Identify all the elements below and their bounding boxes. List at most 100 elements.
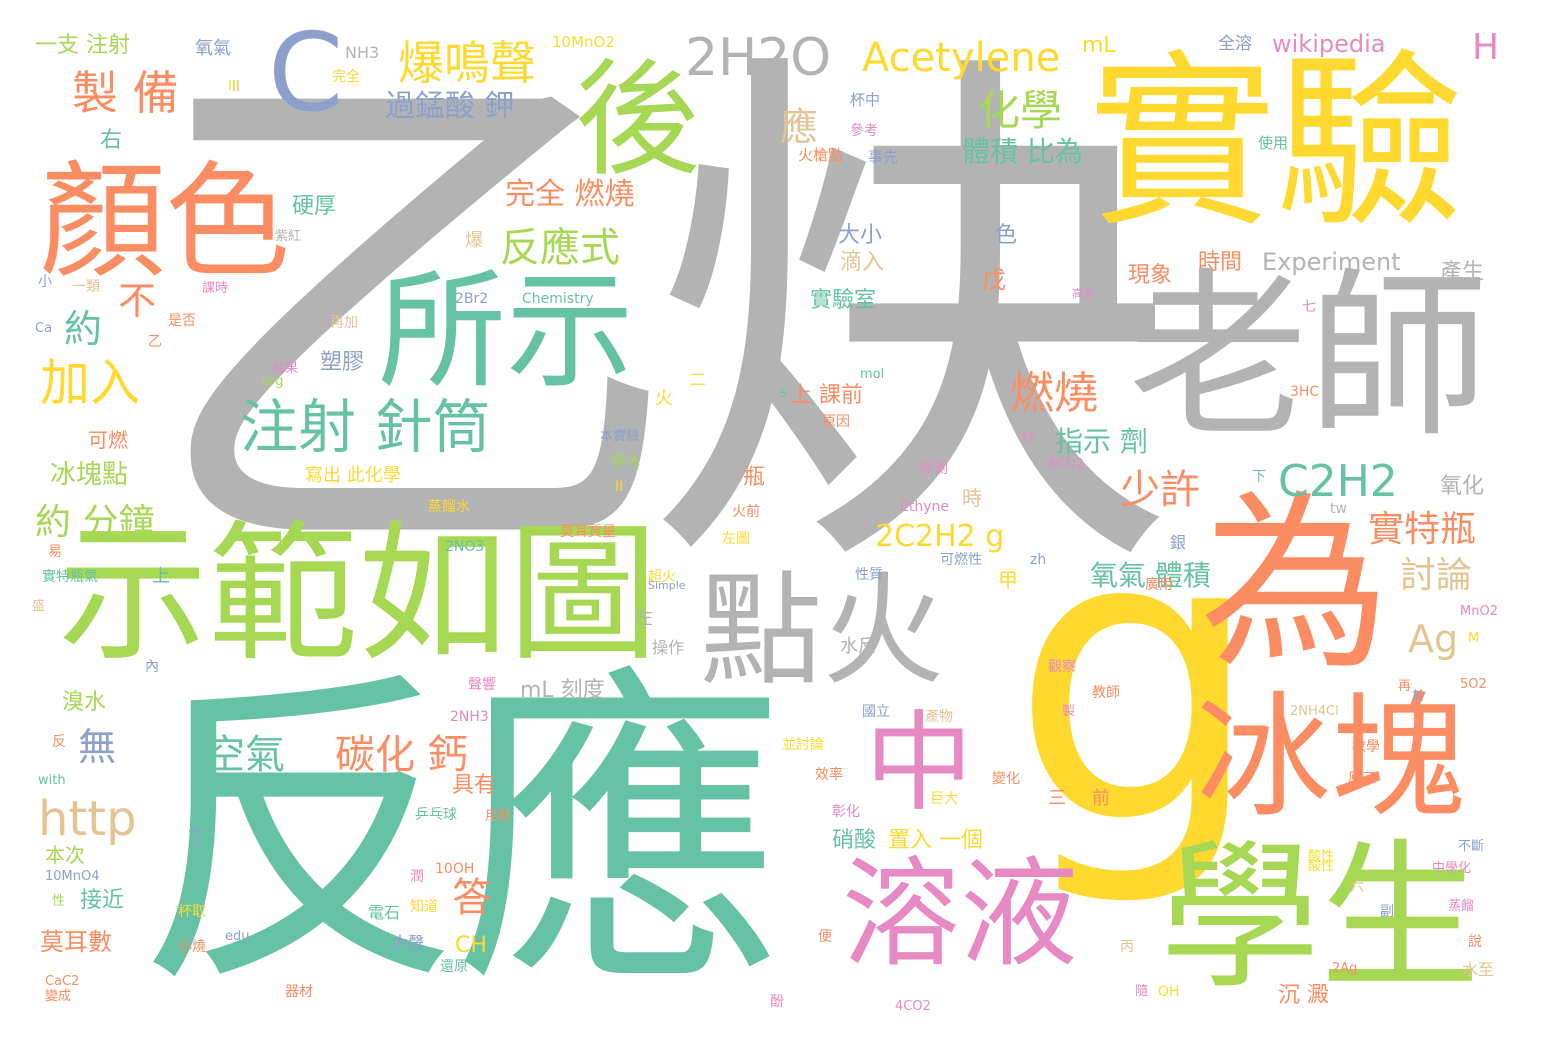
word-small: 操作 — [652, 638, 685, 657]
word-small: 器材 — [285, 984, 313, 1000]
word-taolun: 討論 — [1400, 555, 1473, 596]
word-small: 溴水 — [62, 690, 107, 715]
word-small: 原因 — [822, 414, 850, 430]
word-small: 彰化 — [832, 804, 860, 820]
word-small: 六 — [1350, 879, 1364, 895]
word-small: 知道 — [410, 899, 438, 915]
word-shiyan: 實驗 — [1088, 34, 1464, 253]
word-ranshao: 燃燒 — [1010, 368, 1098, 419]
word-small: 參考 — [850, 123, 878, 139]
word-small: 酸性 — [1308, 859, 1335, 874]
word-yue: 約 — [64, 307, 103, 351]
word-bingkuaidian: 冰塊點 — [50, 460, 129, 490]
word-small: 產物 — [925, 709, 953, 725]
word-small: 瓶 — [743, 465, 766, 490]
word-small: 好 — [1022, 431, 1036, 446]
word-ag: Ag — [1408, 617, 1459, 661]
word-yangqitiji: 氧氣 體積 — [1090, 559, 1211, 592]
word-small: Chemistry — [522, 291, 594, 307]
word-zhusheqzhentong: 注射 針筒 — [240, 393, 491, 461]
word-small: with — [38, 773, 66, 788]
word-small: 2Ag — [1332, 961, 1358, 976]
word-small: 滴入 — [840, 250, 885, 275]
word-small: 隨 — [1135, 984, 1149, 999]
word-small: 效率 — [815, 767, 843, 783]
word-small: 上 課前 — [790, 383, 863, 408]
word-small: 一支 注射 — [35, 33, 130, 58]
word-small: 爆 — [465, 230, 483, 251]
word-guomengsuanjia: 過錳酸 鉀 — [385, 89, 515, 124]
word-small: 小 — [38, 274, 52, 290]
word-small: 小燒 — [178, 939, 206, 955]
word-small: 高為 — [1072, 287, 1094, 300]
word-small: 現象 — [1128, 263, 1173, 288]
word-small: 具有 — [452, 773, 497, 798]
word-small: mol — [860, 367, 885, 382]
word-small: 接近 — [80, 888, 125, 913]
word-small: 硬厚 — [292, 194, 337, 219]
word-small: 還原 — [440, 959, 468, 975]
word-baomingsheng: 爆鳴聲 — [398, 36, 536, 90]
word-small: 3HC — [1290, 384, 1320, 400]
word-fanyingshi: 反應式 — [500, 225, 620, 271]
word-small: III — [228, 79, 240, 94]
word-yanse: 顏色 — [40, 150, 290, 295]
word-small: 氧化 — [1440, 474, 1485, 499]
word-experiment: Experiment — [1262, 248, 1401, 276]
word-small: 火前 — [732, 504, 760, 520]
word-zhishiji: 指示 劑 — [1055, 425, 1148, 458]
word-shifanrutu: 示範如圖 — [58, 508, 659, 682]
word-wanquanranshao: 完全 燃燒 — [505, 177, 635, 212]
word-small: 5O2 — [1460, 677, 1487, 692]
word-small: 課時 — [202, 281, 229, 296]
word-small: 原子 — [1348, 771, 1376, 787]
word-small: 寫出 此化學 — [305, 465, 401, 486]
word-small: 10OH — [435, 861, 475, 877]
word-small: 事先 — [868, 148, 899, 166]
word-jiaru: 加入 — [40, 354, 140, 412]
word-fanying: 反應 — [135, 643, 785, 1027]
word-small: 本次 — [45, 843, 85, 867]
word-small: 三 — [1048, 788, 1066, 809]
word-small: 完全 — [332, 69, 360, 85]
word-hou: 後 — [575, 48, 700, 193]
word-da: 答 — [452, 875, 492, 921]
word-small: 左圖 — [722, 531, 750, 547]
word-wei: 為 — [1200, 474, 1391, 695]
word-http: http — [38, 791, 137, 847]
word-small: 前 — [1092, 788, 1110, 809]
word-small: 丁 — [188, 828, 206, 849]
word-small: 變成 — [45, 989, 72, 1004]
word-small: 2NO3 — [445, 539, 485, 555]
word-small: edu — [225, 929, 250, 944]
word-small: 廣用 — [1145, 577, 1173, 593]
word-small: 結果 — [272, 361, 299, 376]
word-small: 氧氣 — [195, 38, 231, 59]
word-small: 時間 — [1198, 250, 1243, 275]
word-small: 是否 — [168, 313, 196, 329]
word-small: 2NH4Cl — [1290, 704, 1339, 719]
word-small: 七 — [1302, 299, 1316, 315]
word-small: 杯取 — [178, 904, 206, 920]
word-small: 乒乓球 — [415, 807, 457, 823]
word-small: S — [780, 387, 787, 400]
word-bingkuai: 冰塊 — [1196, 679, 1466, 836]
word-small: 2Br2 — [455, 291, 489, 307]
word-kongqi: 空氣 — [205, 732, 285, 778]
word-small: 酚 — [770, 994, 784, 1010]
word-2h2o: 2H2O — [685, 28, 832, 88]
word-small: 用點 — [485, 809, 512, 824]
word-small: 酸性 — [1308, 849, 1335, 864]
word-small: Simple — [648, 579, 686, 592]
word-small: 火槍點 — [798, 146, 844, 164]
word-small: 沉 澱 — [1278, 983, 1329, 1008]
word-small: 6CO2 — [1048, 457, 1084, 472]
word-small: 量 — [1412, 707, 1426, 722]
word-small: org — [262, 374, 284, 389]
word-small: 潤 — [410, 869, 424, 885]
word-small: 杯中 — [850, 91, 881, 109]
word-small: 觀察 — [1048, 659, 1076, 675]
word-small: 本實驗 — [600, 429, 640, 444]
word-small: 碎冰 — [612, 454, 640, 470]
word-small: 大聲 — [392, 933, 425, 952]
